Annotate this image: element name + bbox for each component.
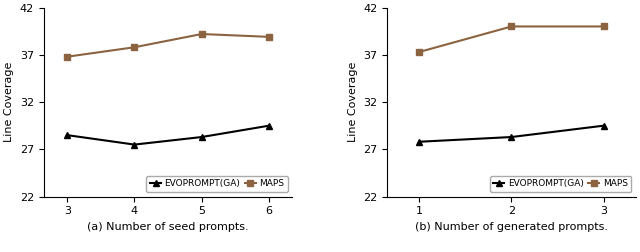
MAPS	[198, 33, 205, 36]
Y-axis label: Line Coverage: Line Coverage	[348, 62, 358, 142]
Legend: EVOPROMPT(GA), MAPS: EVOPROMPT(GA), MAPS	[490, 176, 631, 192]
MAPS	[63, 55, 71, 58]
MAPS	[508, 25, 515, 28]
MAPS	[131, 46, 138, 49]
Y-axis label: Line Coverage: Line Coverage	[4, 62, 14, 142]
EVOPROMPT(GA)	[508, 136, 515, 139]
MAPS	[265, 35, 273, 38]
EVOPROMPT(GA)	[198, 136, 205, 139]
EVOPROMPT(GA)	[63, 134, 71, 137]
EVOPROMPT(GA)	[131, 143, 138, 146]
MAPS	[415, 50, 423, 53]
X-axis label: (a) Number of seed prompts.: (a) Number of seed prompts.	[87, 222, 249, 232]
Line: MAPS: MAPS	[64, 30, 273, 60]
Line: EVOPROMPT(GA): EVOPROMPT(GA)	[416, 122, 607, 145]
X-axis label: (b) Number of generated prompts.: (b) Number of generated prompts.	[415, 222, 608, 232]
EVOPROMPT(GA)	[265, 124, 273, 127]
EVOPROMPT(GA)	[415, 140, 423, 143]
Line: EVOPROMPT(GA): EVOPROMPT(GA)	[64, 122, 273, 148]
Line: MAPS: MAPS	[416, 23, 607, 55]
EVOPROMPT(GA)	[600, 124, 607, 127]
Legend: EVOPROMPT(GA), MAPS: EVOPROMPT(GA), MAPS	[147, 176, 288, 192]
MAPS	[600, 25, 607, 28]
